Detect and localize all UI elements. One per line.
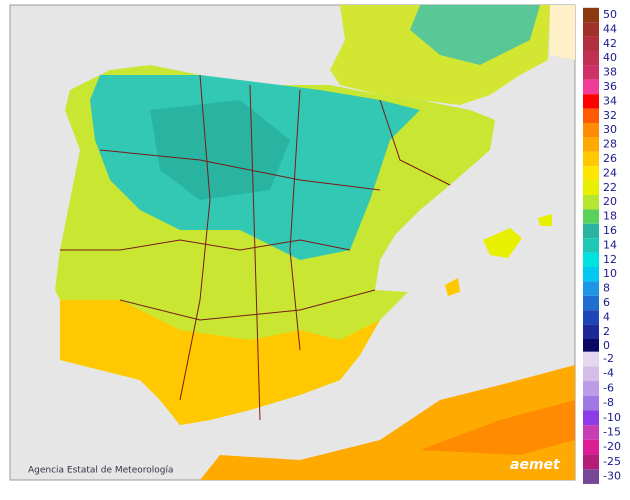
legend-swatch (583, 79, 599, 95)
credit: Agencia Estatal de Meteorología (28, 466, 174, 476)
legend-label: 32 (603, 109, 617, 122)
legend-label: 16 (603, 224, 617, 237)
legend-swatch (583, 469, 599, 484)
legend-swatch (583, 310, 599, 325)
legend-label: -20 (603, 440, 621, 453)
corsica-region (550, 5, 575, 60)
legend-label: -2 (603, 352, 614, 365)
legend-swatch (583, 351, 599, 367)
legend-label: -30 (603, 470, 621, 483)
legend-label: 10 (603, 267, 617, 280)
legend-label: -4 (603, 367, 614, 380)
legend-label: 14 (603, 238, 617, 251)
legend-swatch (583, 166, 599, 181)
legend-swatch (583, 195, 599, 210)
legend-swatch (583, 180, 599, 195)
legend-label: 36 (603, 80, 617, 93)
legend-swatch (583, 425, 599, 440)
legend-swatch (583, 295, 599, 311)
ibiza (445, 278, 460, 296)
warm-south (60, 300, 380, 425)
legend-label: 24 (603, 166, 617, 179)
legend-swatch (583, 209, 599, 224)
legend-swatch (583, 51, 599, 66)
legend-swatch (583, 267, 599, 282)
region-borders (60, 74, 451, 421)
legend-label: 40 (603, 51, 617, 64)
legend-swatch (583, 439, 599, 455)
legend-label: 0 (603, 339, 610, 352)
legend-swatch (583, 22, 599, 37)
legend: 5044424038363432302826242220181614121086… (583, 7, 621, 484)
legend-label: 44 (603, 22, 617, 35)
legend-swatch (583, 238, 599, 253)
legend-label: 2 (603, 325, 610, 338)
legend-swatch (583, 151, 599, 167)
menorca (538, 214, 552, 226)
legend-label: 8 (603, 282, 610, 295)
legend-label: -15 (603, 426, 621, 439)
legend-label: -10 (603, 411, 621, 424)
legend-swatch (583, 108, 599, 123)
legend-label: 22 (603, 181, 617, 194)
mallorca (483, 228, 522, 258)
legend-swatch (583, 36, 599, 51)
legend-label: -25 (603, 455, 621, 468)
legend-label: 30 (603, 123, 617, 136)
legend-label: 42 (603, 37, 617, 50)
legend-label: 4 (603, 310, 610, 323)
legend-swatch (583, 7, 599, 23)
legend-swatch (583, 65, 599, 80)
legend-swatch (583, 324, 599, 339)
logo: aemet (510, 457, 561, 473)
legend-label: 50 (603, 8, 617, 21)
legend-swatch (583, 137, 599, 152)
legend-swatch (583, 123, 599, 138)
legend-swatch (583, 281, 599, 296)
legend-label: 38 (603, 66, 617, 79)
legend-label: 28 (603, 138, 617, 151)
legend-swatch (583, 94, 599, 109)
legend-swatch (583, 395, 599, 411)
legend-swatch (583, 366, 599, 382)
legend-label: -6 (603, 381, 614, 394)
africa-hot (420, 400, 575, 455)
legend-label: -8 (603, 396, 614, 409)
pyrenees-north (410, 5, 540, 65)
legend-swatch (583, 339, 599, 354)
legend-label: 6 (603, 296, 610, 309)
legend-swatch (583, 410, 599, 426)
legend-label: 12 (603, 253, 617, 266)
legend-swatch (583, 252, 599, 267)
meseta (150, 100, 290, 200)
legend-label: 18 (603, 210, 617, 223)
legend-label: 20 (603, 195, 617, 208)
legend-swatch (583, 454, 599, 470)
legend-swatch (583, 223, 599, 239)
legend-label: 34 (603, 94, 617, 107)
legend-label: 26 (603, 152, 617, 165)
legend-swatch (583, 381, 599, 396)
